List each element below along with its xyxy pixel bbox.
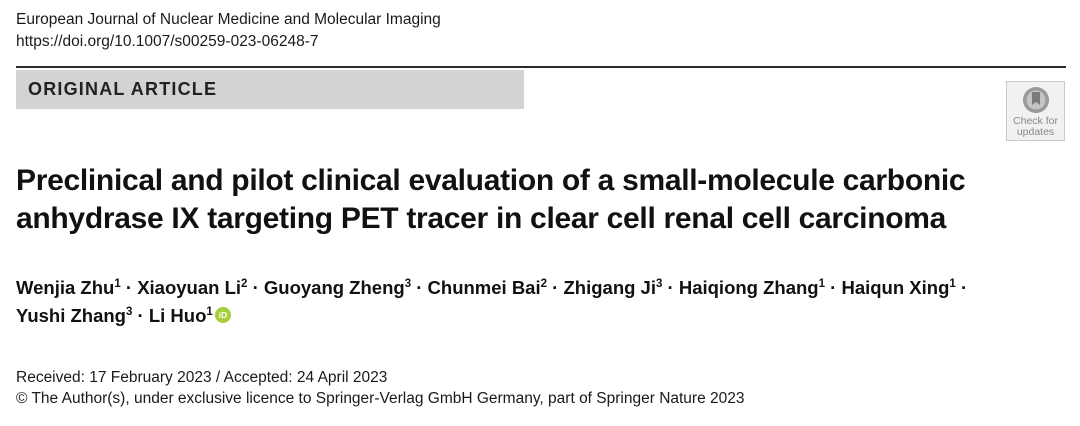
- check-for-updates-icon: [1022, 87, 1049, 113]
- journal-name: European Journal of Nuclear Medicine and…: [16, 11, 441, 28]
- check-label-line1: Check for: [1013, 115, 1058, 127]
- author-affiliation: 2: [540, 277, 548, 290]
- author-separator: ·: [252, 277, 259, 298]
- article-title: Preclinical and pilot clinical evaluatio…: [16, 162, 1066, 238]
- doi-link[interactable]: https://doi.org/10.1007/s00259-023-06248…: [16, 33, 319, 50]
- author-name[interactable]: Haiqun Xing: [841, 277, 950, 298]
- author-separator: ·: [960, 277, 968, 298]
- received-accepted: Received: 17 February 2023 / Accepted: 2…: [16, 369, 388, 386]
- author-list: Wenjia Zhu1 · Xiaoyuan Li2 · Guoyang Zhe…: [16, 274, 1066, 330]
- author-affiliation: 1: [949, 277, 956, 290]
- orcid-icon[interactable]: iD: [214, 307, 231, 323]
- author-name[interactable]: Haiqiong Zhang: [678, 277, 819, 298]
- author-affiliation: 2: [241, 277, 248, 290]
- author-affiliation: 1: [818, 277, 826, 290]
- title-line-2: anhydrase IX targeting PET tracer in cle…: [16, 202, 947, 235]
- journal-header: European Journal of Nuclear Medicine and…: [16, 9, 441, 53]
- author-affiliation: 1: [114, 277, 121, 290]
- author-name[interactable]: Chunmei Bai: [427, 277, 541, 298]
- title-line-1: Preclinical and pilot clinical evaluatio…: [16, 164, 966, 197]
- author-separator: ·: [416, 277, 423, 298]
- svg-text:iD: iD: [219, 310, 228, 320]
- author-affiliation: 3: [125, 305, 133, 318]
- check-for-updates-badge[interactable]: Check for updates: [1006, 81, 1065, 141]
- author-separator: ·: [552, 277, 559, 298]
- author-name[interactable]: Zhigang Ji: [563, 277, 656, 298]
- author-name[interactable]: Guoyang Zheng: [263, 277, 405, 298]
- author-separator: ·: [125, 277, 133, 298]
- article-type: ORIGINAL ARTICLE: [28, 79, 218, 99]
- author-separator: ·: [667, 277, 674, 298]
- author-name[interactable]: Xiaoyuan Li: [137, 277, 242, 298]
- author-affiliation: 1: [206, 305, 213, 318]
- author-affiliation: 3: [655, 277, 663, 290]
- author-line-1: Wenjia Zhu1 · Xiaoyuan Li2 · Guoyang Zhe…: [16, 274, 1066, 302]
- check-label-line2: updates: [1016, 126, 1055, 138]
- article-type-band: ORIGINAL ARTICLE: [16, 70, 524, 109]
- author-affiliation: 3: [404, 277, 412, 290]
- author-name[interactable]: Li Huo: [148, 305, 207, 326]
- author-name[interactable]: Wenjia Zhu: [16, 277, 115, 298]
- author-separator: ·: [830, 277, 837, 298]
- author-name[interactable]: Yushi Zhang: [16, 305, 126, 326]
- publication-dates: Received: 17 February 2023 / Accepted: 2…: [16, 367, 745, 409]
- copyright-notice: © The Author(s), under exclusive licence…: [16, 390, 745, 407]
- author-line-2: Yushi Zhang3 · Li Huo1 iD: [16, 302, 1066, 330]
- header-rule: [16, 66, 1066, 68]
- author-separator: ·: [137, 305, 144, 326]
